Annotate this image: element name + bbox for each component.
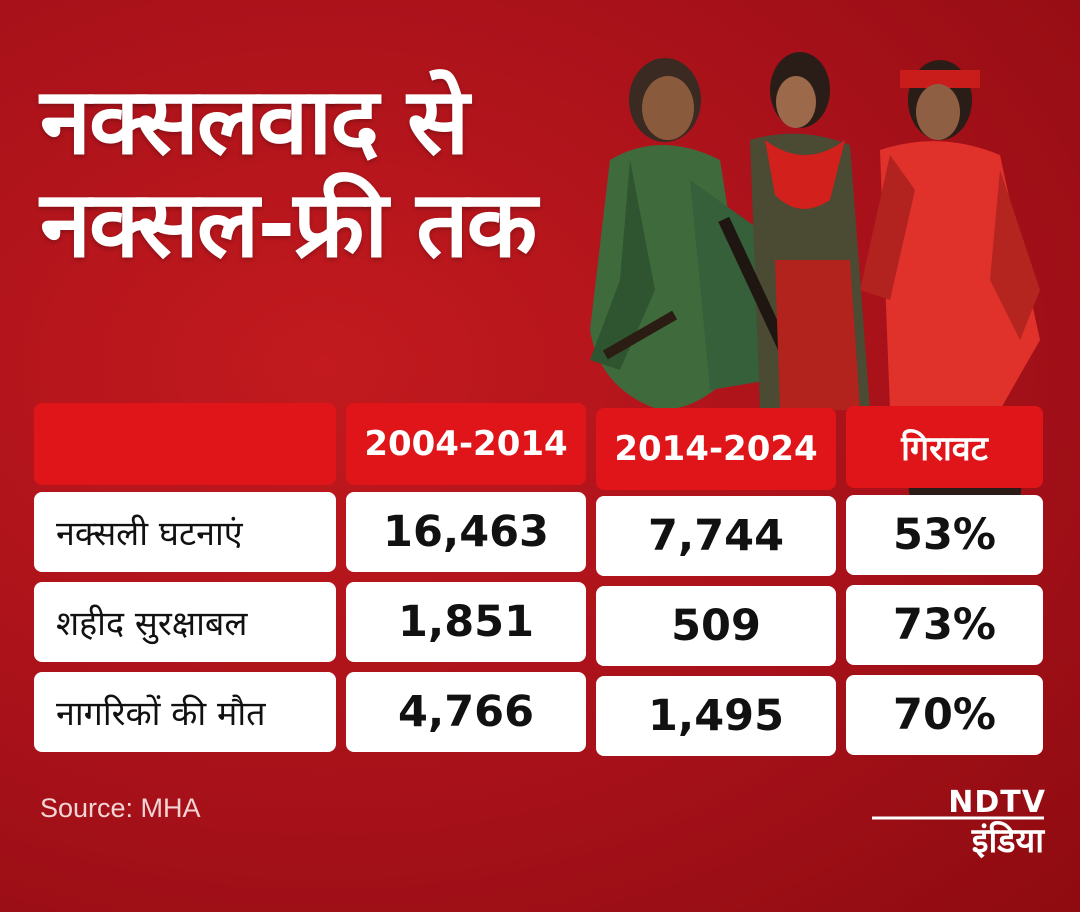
logo-top-text: NDTV xyxy=(948,785,1046,820)
figure-middle xyxy=(718,52,870,411)
row-label-civilian-deaths: नागरिकों की मौत xyxy=(34,672,336,752)
row-label-security-personnel-killed: शहीद सुरक्षाबल xyxy=(34,582,336,662)
row-value-personnel-2004-2014: 1,851 xyxy=(346,582,586,662)
row-value-civilians-2004-2014: 4,766 xyxy=(346,672,586,752)
headline: नक्सलवाद से नक्सल-फ्री तक xyxy=(40,68,537,279)
row-value-personnel-decline: 73% xyxy=(846,585,1043,665)
row-value-incidents-decline: 53% xyxy=(846,495,1043,575)
row-label-naxal-incidents: नक्सली घटनाएं xyxy=(34,492,336,572)
source-note: Source: MHA xyxy=(40,793,201,823)
header-cell-2014-2024: 2014-2024 xyxy=(596,408,836,490)
row-value-incidents-2014-2024: 7,744 xyxy=(596,496,836,576)
row-value-personnel-2014-2024: 509 xyxy=(596,586,836,666)
header-cell-2004-2014: 2004-2014 xyxy=(346,403,586,485)
ndtv-india-logo: NDTV इंडिया xyxy=(872,785,1046,860)
figure-left xyxy=(590,58,770,410)
headline-line-1: नक्सलवाद से xyxy=(40,68,469,175)
row-value-civilians-2014-2024: 1,495 xyxy=(596,676,836,756)
header-cell-decline: गिरावट xyxy=(846,406,1043,488)
header-cell-empty xyxy=(34,403,336,485)
row-value-civilians-decline: 70% xyxy=(846,675,1043,755)
headline-line-2: नक्सल-फ्री तक xyxy=(40,171,537,279)
logo-bottom-text: इंडिया xyxy=(971,820,1045,860)
row-value-incidents-2004-2014: 16,463 xyxy=(346,492,586,572)
